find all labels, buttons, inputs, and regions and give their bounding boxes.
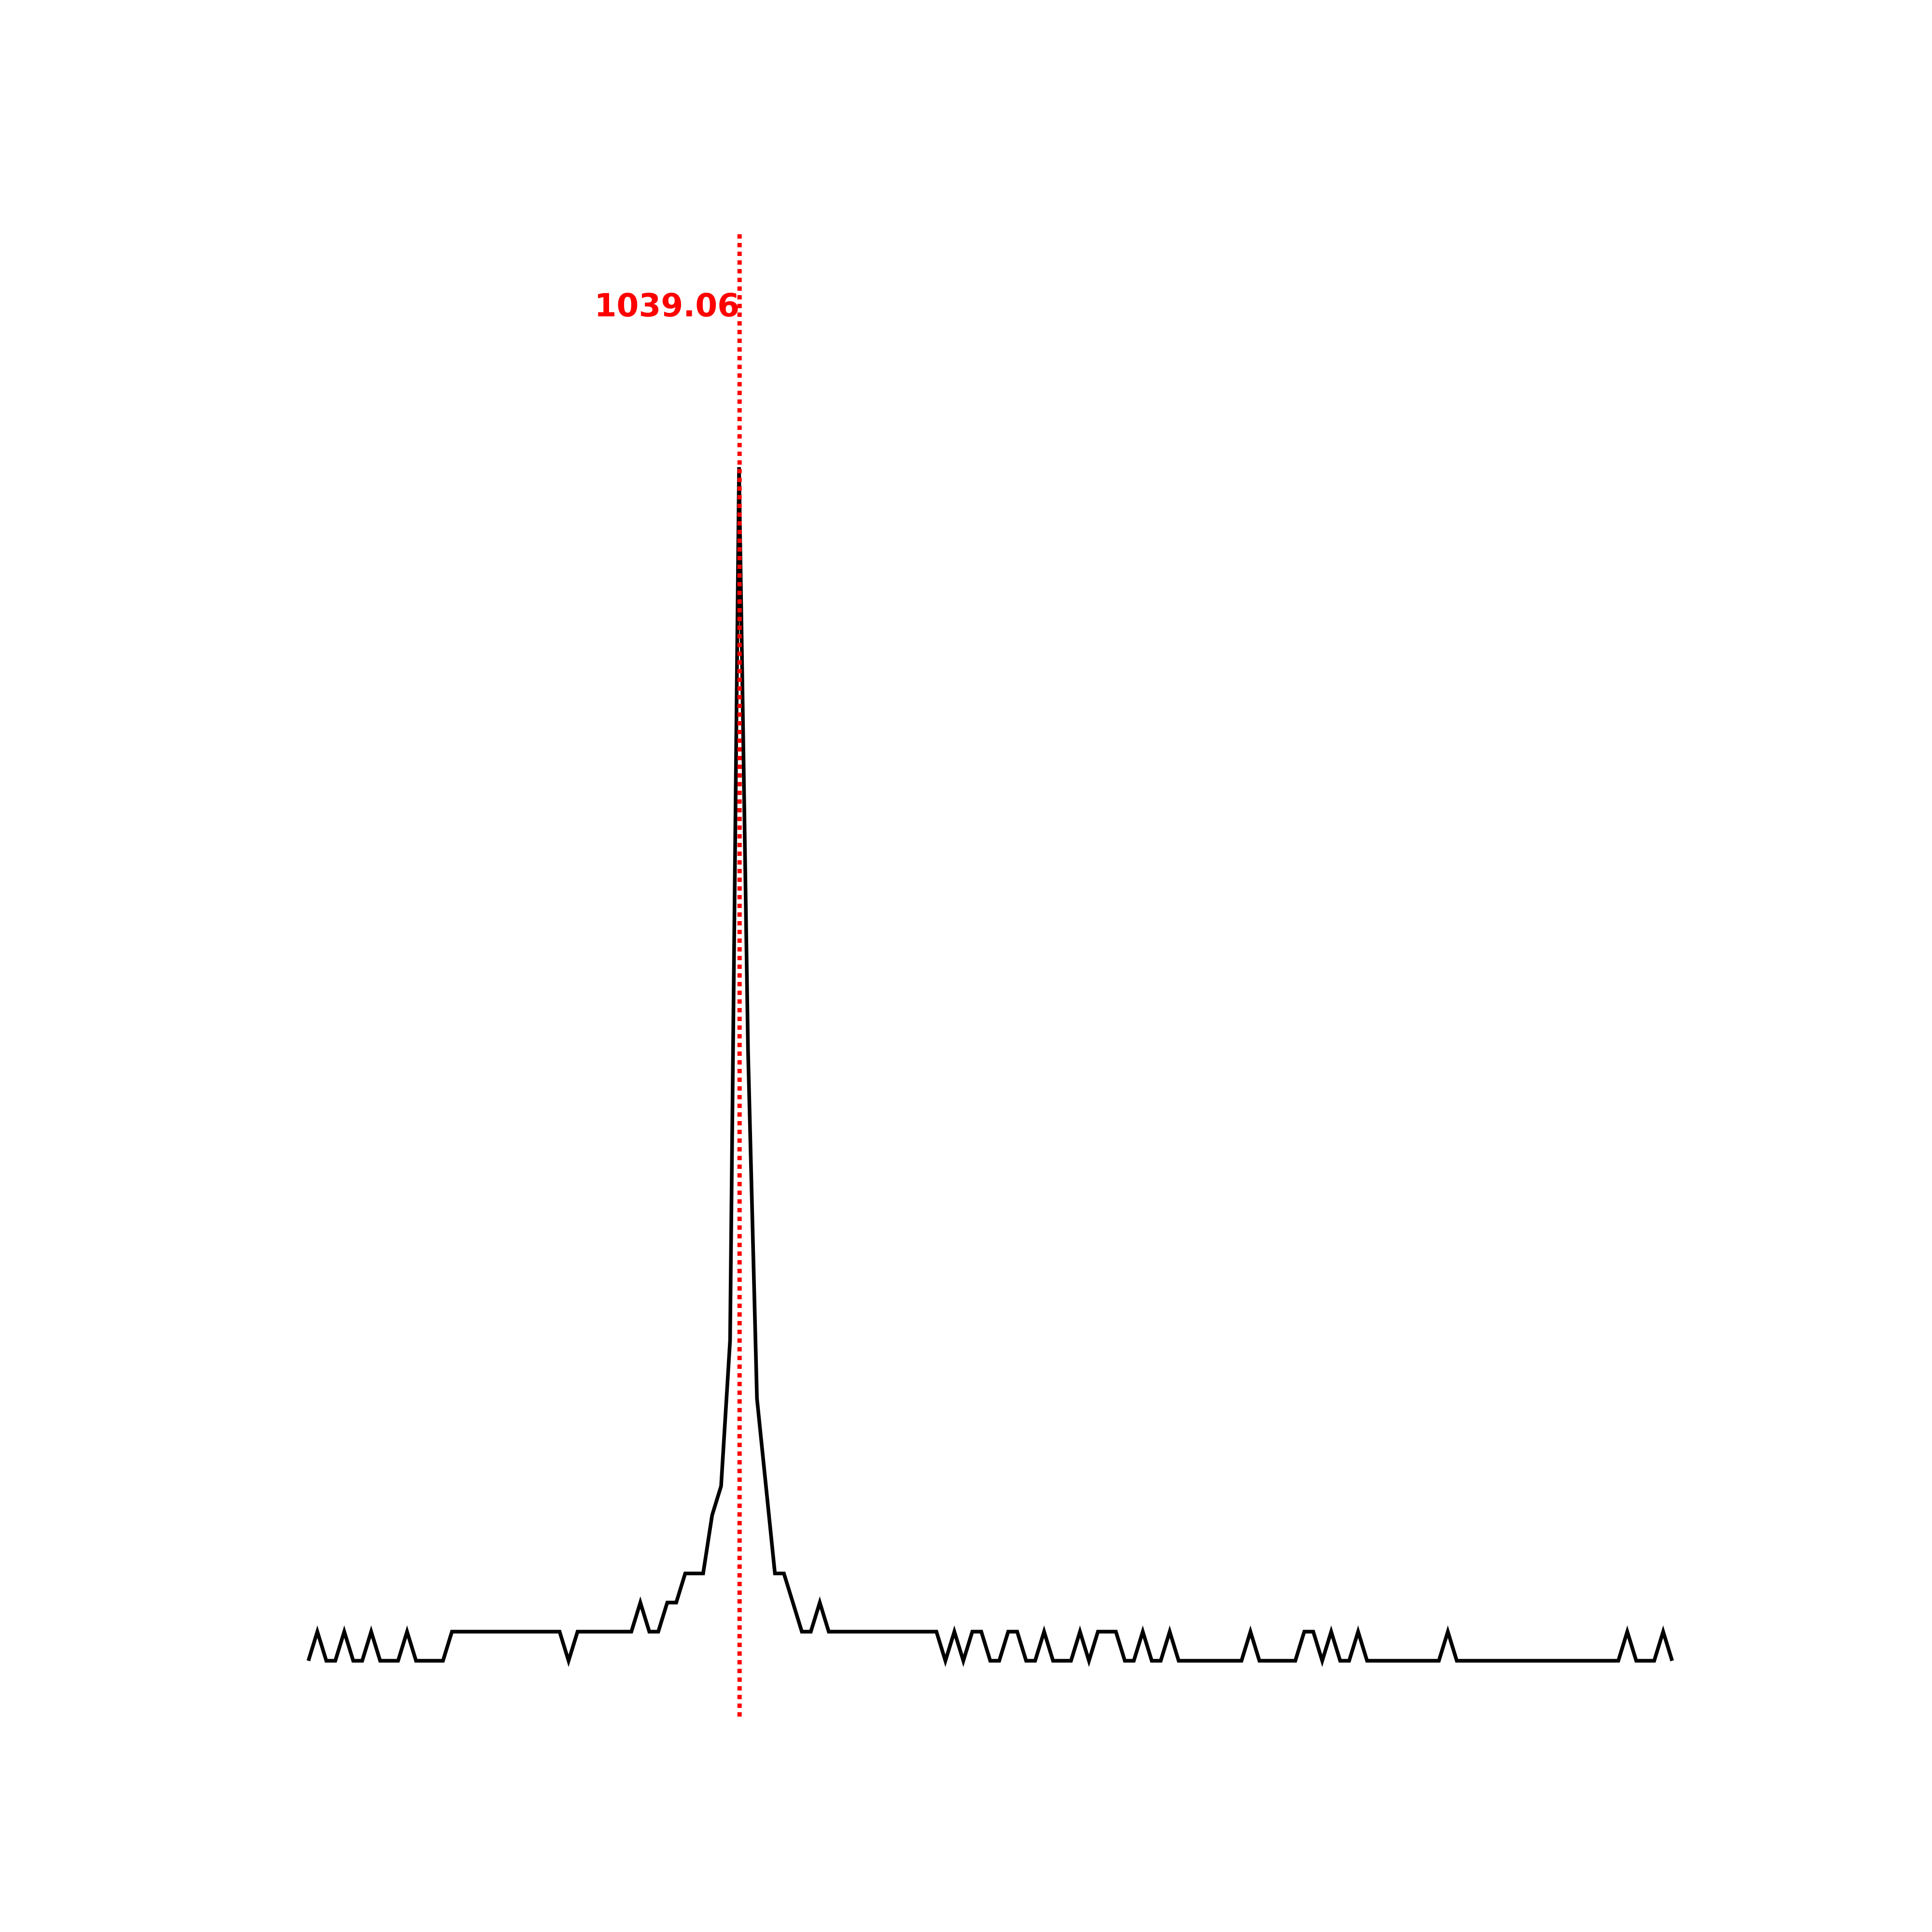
data-line: [306, 467, 1674, 1667]
reference-label: 1039.06: [595, 287, 740, 324]
